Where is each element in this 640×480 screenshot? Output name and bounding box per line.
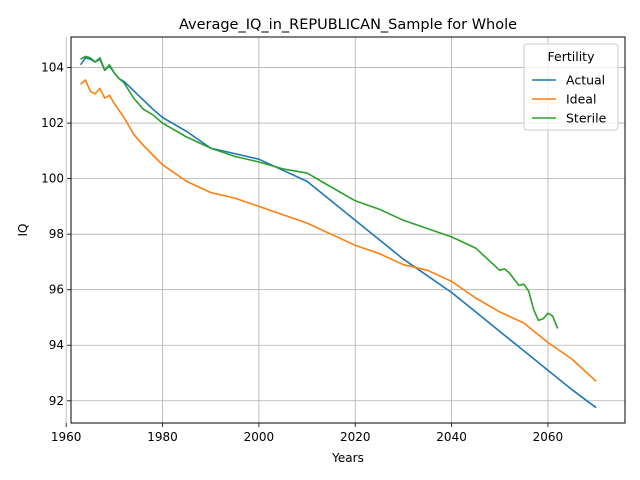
x-axis-ticks: 1960 1980 2000 2020 2040 2060 xyxy=(51,423,563,444)
y-tick-label: 98 xyxy=(49,227,64,241)
y-tick-label: 100 xyxy=(41,172,64,186)
legend-title: Fertility xyxy=(548,49,596,64)
y-tick-label: 96 xyxy=(49,283,64,297)
x-tick-label: 2040 xyxy=(436,430,467,444)
legend-label-sterile: Sterile xyxy=(566,111,607,126)
legend: Fertility Actual Ideal Sterile xyxy=(523,43,619,131)
y-gridlines xyxy=(71,67,625,402)
legend-label-actual: Actual xyxy=(566,73,605,88)
series-lines xyxy=(79,55,597,409)
legend-entries: Actual Ideal Sterile xyxy=(532,73,607,126)
y-tick-label: 92 xyxy=(49,394,64,408)
x-tick-label: 2060 xyxy=(533,430,564,444)
legend-box xyxy=(523,43,619,131)
series-line-sterile xyxy=(80,55,559,329)
y-tick-label: 104 xyxy=(41,61,64,75)
x-axis-label: Years xyxy=(331,451,364,465)
x-tick-label: 1980 xyxy=(147,430,178,444)
legend-label-ideal: Ideal xyxy=(566,92,596,107)
y-axis-label: IQ xyxy=(16,224,30,237)
y-axis-ticks: 92 94 96 98 100 102 104 xyxy=(41,61,71,408)
x-tick-label: 2020 xyxy=(340,430,371,444)
plot-frame xyxy=(70,36,626,424)
x-tick-label: 2000 xyxy=(244,430,275,444)
chart-title: Average_IQ_in_REPUBLICAN_Sample for Whol… xyxy=(179,17,517,33)
y-tick-label: 102 xyxy=(41,116,64,130)
series-line-ideal xyxy=(80,79,597,382)
y-tick-label: 94 xyxy=(49,338,64,352)
x-tick-label: 1960 xyxy=(51,430,82,444)
